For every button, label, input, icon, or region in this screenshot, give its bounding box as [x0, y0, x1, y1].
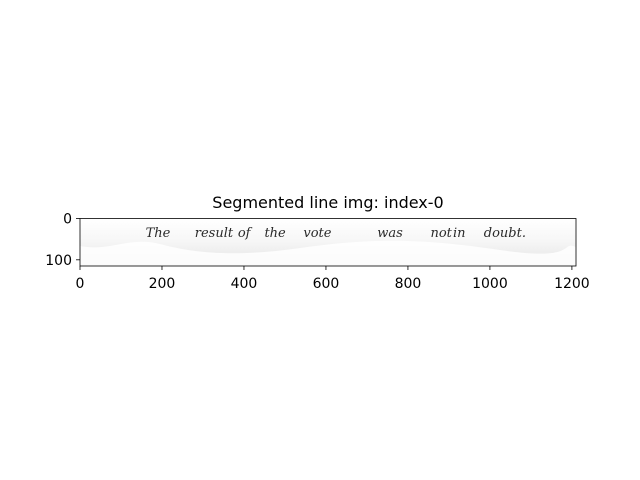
axes-frame	[79, 218, 577, 267]
x-tick-label: 1000	[472, 276, 508, 292]
handwritten-word: the	[264, 226, 286, 241]
handwritten-word: of	[238, 226, 253, 241]
x-tick-label: 0	[76, 276, 85, 292]
x-tick-label: 200	[149, 276, 176, 292]
handwritten-word: doubt.	[484, 226, 526, 241]
handwritten-word: The	[146, 226, 171, 241]
y-axis-ticks: 0 100	[45, 212, 80, 269]
handwritten-word: in	[453, 226, 466, 241]
figure-title: Segmented line img: index-0	[212, 193, 444, 212]
handwritten-word: was	[377, 226, 403, 241]
x-axis-ticks: 0 200 400 600 800 1000 1200	[76, 266, 590, 292]
x-tick-label: 600	[313, 276, 340, 292]
x-tick-label: 1200	[554, 276, 590, 292]
handwritten-word: vote	[303, 226, 331, 241]
x-tick-label: 800	[395, 276, 422, 292]
y-tick-label: 0	[63, 212, 72, 228]
handwritten-word: not	[430, 226, 452, 241]
paper-torn-edge	[80, 240, 576, 266]
handwritten-word: result	[195, 226, 234, 241]
handwritten-words: The result of the vote was not in doubt.	[146, 226, 526, 241]
segmented-line-image: The result of the vote was not in doubt.	[80, 218, 576, 266]
x-tick-label: 400	[231, 276, 258, 292]
y-tick-label: 100	[45, 253, 72, 269]
